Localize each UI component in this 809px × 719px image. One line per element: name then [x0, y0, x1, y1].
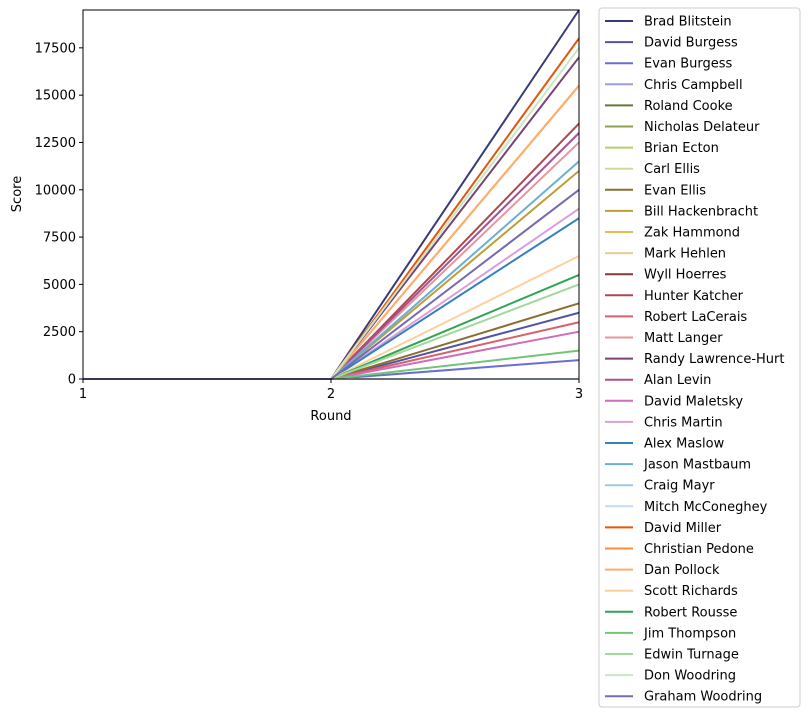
- legend-entry: Bill Hackenbracht: [644, 204, 758, 219]
- legend-entry: David Miller: [644, 521, 722, 536]
- series-line: [83, 188, 580, 380]
- y-tick-label: 2500: [43, 325, 76, 340]
- legend-entry: Nicholas Delateur: [644, 120, 760, 135]
- y-tick-label: 15000: [35, 89, 76, 104]
- x-tick-label: 2: [327, 387, 335, 402]
- legend-entry: Robert LaCerais: [644, 310, 747, 325]
- series-line: [83, 359, 580, 380]
- legend-entry: Evan Burgess: [644, 57, 733, 72]
- y-tick-label: 0: [68, 373, 76, 388]
- series-line: [83, 217, 580, 380]
- legend-entry: David Maletsky: [644, 394, 743, 409]
- x-axis-label: Round: [310, 409, 351, 424]
- legend-entry: Alan Levin: [644, 373, 711, 388]
- legend-entry: Scott Richards: [644, 584, 738, 599]
- legend-entry: Christian Pedone: [644, 542, 754, 557]
- x-tick-label: 3: [575, 387, 583, 402]
- series-line: [83, 37, 580, 380]
- legend-frame: [598, 7, 801, 708]
- series-line: [83, 170, 580, 380]
- legend-entry: Brad Blitstein: [644, 15, 732, 30]
- legend-entry: Matt Langer: [644, 331, 723, 346]
- legend-entry: Dan Pollock: [644, 563, 720, 578]
- legend-entry: Chris Campbell: [644, 78, 743, 93]
- legend-entry: Hunter Katcher: [644, 289, 744, 304]
- y-tick-label: 10000: [35, 183, 76, 198]
- legend: Brad Blitstein David Burgess Evan Burgess C…: [598, 7, 801, 708]
- legend-entry: Robert Rousse: [644, 605, 737, 620]
- legend-entry: Mitch McConeghey: [644, 500, 768, 515]
- series-line: [83, 9, 580, 380]
- legend-entry: David Burgess: [644, 36, 738, 51]
- series-line: [83, 122, 580, 380]
- y-tick-label: 12500: [35, 136, 76, 151]
- legend-entry: Jim Thompson: [643, 626, 736, 641]
- y-tick-label: 7500: [43, 231, 76, 246]
- legend-entry: Graham Woodring: [644, 690, 762, 705]
- legend-entry: Alex Maslow: [644, 437, 725, 452]
- legend-entry: Wyll Hoerres: [644, 268, 727, 283]
- y-tick-label: 5000: [43, 278, 76, 293]
- legend-entry: Zak Hammond: [644, 226, 740, 241]
- series-line: [83, 321, 580, 380]
- legend-entry: Randy Lawrence-Hurt: [644, 352, 784, 367]
- x-tick-label: 1: [79, 387, 87, 402]
- y-axis-label: Score: [10, 176, 25, 212]
- legend-entry: Edwin Turnage: [644, 648, 739, 663]
- legend-entry: Roland Cooke: [644, 99, 733, 114]
- legend-entry: Jason Mastbaum: [643, 458, 751, 473]
- legend-entry: Chris Martin: [644, 415, 723, 430]
- y-tick-label: 17500: [35, 41, 76, 56]
- legend-entry: Craig Mayr: [644, 479, 715, 494]
- legend-entry: Carl Ellis: [644, 162, 700, 177]
- legend-entry: Don Woodring: [644, 669, 736, 684]
- series-line: [83, 56, 580, 380]
- series-line: [83, 302, 580, 380]
- series-line: [83, 132, 580, 380]
- legend-entry: Brian Ecton: [644, 141, 719, 156]
- legend-entry: Mark Hehlen: [644, 247, 726, 262]
- plot-frame: [82, 9, 580, 380]
- series-line: [83, 255, 580, 380]
- legend-entry: Evan Ellis: [644, 183, 706, 198]
